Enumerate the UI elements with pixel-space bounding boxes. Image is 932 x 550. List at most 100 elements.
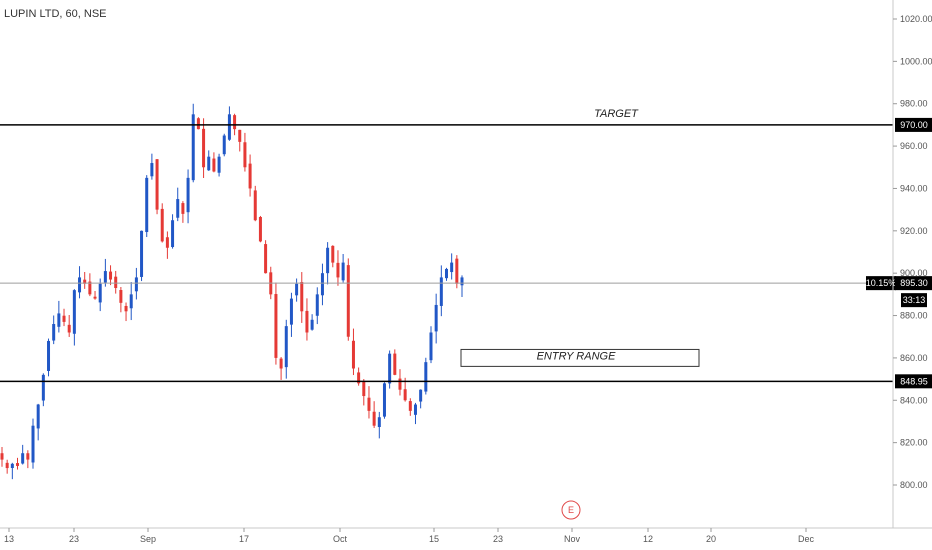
earnings-event-icon bbox=[561, 500, 581, 520]
target-label: TARGET bbox=[594, 108, 639, 120]
candle-body bbox=[160, 208, 164, 242]
candle-body bbox=[413, 404, 417, 415]
candle-body bbox=[88, 281, 92, 295]
candle-body bbox=[109, 271, 113, 280]
x-tick-label: Nov bbox=[564, 534, 581, 544]
candle-body bbox=[372, 411, 376, 426]
candle-body bbox=[362, 381, 366, 397]
candle-body bbox=[258, 216, 262, 242]
candle-body bbox=[16, 463, 20, 466]
chart-title: LUPIN LTD, 60, NSE bbox=[4, 8, 107, 20]
candle-body bbox=[388, 353, 392, 384]
candle-body bbox=[444, 268, 448, 279]
candle-body bbox=[129, 294, 133, 309]
candle-body bbox=[233, 115, 237, 130]
candle-body bbox=[238, 129, 242, 142]
last-price-tag bbox=[895, 276, 932, 291]
candle-body bbox=[300, 282, 304, 312]
y-tick-label: 980.00 bbox=[900, 99, 928, 109]
candle-body bbox=[429, 332, 433, 361]
candle-body bbox=[289, 298, 293, 325]
countdown-tag bbox=[901, 293, 927, 308]
y-tick-label: 880.00 bbox=[900, 311, 928, 321]
candle-body bbox=[31, 425, 35, 463]
change-tag bbox=[866, 276, 896, 291]
candle-body bbox=[171, 220, 175, 248]
candle-body bbox=[377, 417, 381, 428]
candle-body bbox=[207, 156, 211, 171]
x-tick-label: 20 bbox=[706, 534, 716, 544]
candle-body bbox=[367, 397, 371, 411]
candle-body bbox=[382, 383, 386, 417]
candle-body bbox=[243, 142, 247, 168]
candle-body bbox=[67, 324, 71, 333]
candle-body bbox=[331, 245, 335, 263]
candle-body bbox=[253, 190, 257, 221]
y-tick-label: 920.00 bbox=[900, 226, 928, 236]
candle-body bbox=[305, 310, 309, 333]
level-tag-label: 848.95 bbox=[900, 376, 928, 386]
candle-body bbox=[72, 290, 76, 334]
countdown-tag-label: 33:13 bbox=[903, 295, 926, 305]
candle-body bbox=[41, 374, 45, 401]
y-tick-label: 860.00 bbox=[900, 353, 928, 363]
y-tick-label: 960.00 bbox=[900, 141, 928, 151]
level-tag bbox=[895, 117, 932, 132]
x-tick-label: 15 bbox=[429, 534, 439, 544]
x-tick-label: 12 bbox=[643, 534, 653, 544]
x-tick-label: 17 bbox=[239, 534, 249, 544]
y-tick-label: 940.00 bbox=[900, 183, 928, 193]
candle-body bbox=[408, 401, 412, 411]
candle-body bbox=[93, 296, 97, 299]
candle-body bbox=[26, 453, 30, 460]
candle-body bbox=[5, 462, 9, 469]
x-tick-label: Dec bbox=[798, 534, 815, 544]
candles bbox=[0, 103, 464, 480]
change-tag-label: 10.15% bbox=[866, 278, 897, 288]
y-tick-label: 1020.00 bbox=[900, 14, 932, 24]
earnings-event-label: E bbox=[568, 505, 574, 515]
level-tag-label: 970.00 bbox=[900, 120, 928, 130]
candle-body bbox=[424, 362, 428, 392]
y-tick-label: 900.00 bbox=[900, 268, 928, 278]
candle-body bbox=[176, 199, 180, 218]
candle-body bbox=[62, 315, 66, 322]
candle-body bbox=[351, 340, 355, 369]
candle-body bbox=[455, 258, 459, 284]
x-tick-label: 23 bbox=[493, 534, 503, 544]
candle-body bbox=[336, 262, 340, 278]
candle-body bbox=[326, 247, 330, 274]
candle-body bbox=[0, 453, 4, 460]
candle-body bbox=[315, 294, 319, 316]
candle-body bbox=[434, 304, 438, 332]
candle-body bbox=[217, 156, 221, 173]
candle-body bbox=[47, 340, 51, 371]
candle-body bbox=[114, 276, 118, 289]
candle-body bbox=[284, 326, 288, 368]
candle-body bbox=[439, 277, 443, 306]
candle-body bbox=[450, 262, 454, 273]
candle-body bbox=[134, 277, 138, 292]
candle-body bbox=[419, 389, 423, 402]
annotations: 970.00 848.95 TARGET 10.15% 895.30 33:13 ENTRY… bbox=[0, 108, 932, 520]
y-tick-label: 1000.00 bbox=[900, 56, 932, 66]
candle-body bbox=[21, 453, 25, 464]
candle-body bbox=[103, 271, 107, 283]
candle-body bbox=[346, 265, 350, 337]
candle-body bbox=[83, 279, 87, 284]
candle-body bbox=[398, 378, 402, 390]
candle-body bbox=[145, 177, 149, 233]
x-tick-label: 13 bbox=[4, 534, 14, 544]
candle-body bbox=[393, 353, 397, 375]
candle-body bbox=[181, 203, 185, 214]
candle-body bbox=[57, 313, 61, 327]
candle-body bbox=[165, 237, 169, 248]
candle-body bbox=[274, 294, 278, 358]
candle-body bbox=[155, 159, 159, 210]
x-tick-label: 23 bbox=[69, 534, 79, 544]
x-tick-label: Sep bbox=[140, 534, 156, 544]
candle-body bbox=[10, 463, 14, 469]
candle-body bbox=[460, 277, 464, 286]
